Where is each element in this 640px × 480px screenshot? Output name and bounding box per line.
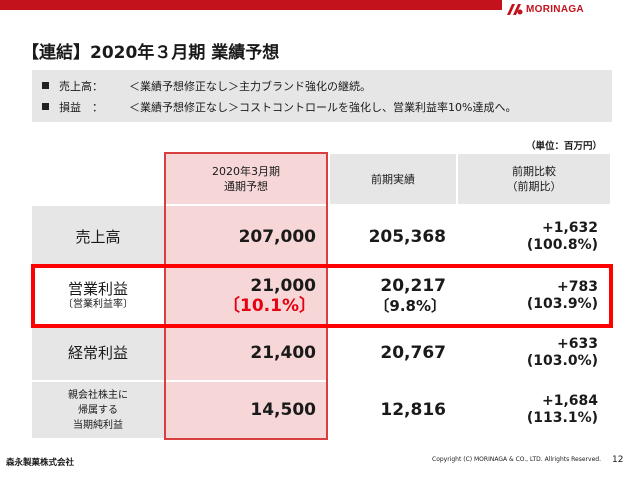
- label-line: 営業利益: [67, 280, 128, 298]
- ratio-value: (103.9%): [526, 296, 598, 312]
- diff-value: +1,632: [541, 220, 598, 236]
- header-forecast: 2020年3月期 通期予想: [166, 154, 326, 204]
- margin-value: 〔10.1%〕: [223, 296, 316, 316]
- value: 205,368: [368, 227, 446, 247]
- value: 21,000: [250, 276, 316, 296]
- summary-text: ＜業績予想修正なし＞主力ブランド強化の継続。: [129, 79, 371, 93]
- value: 14,500: [250, 400, 316, 420]
- summary-item-profit: 損益 ： ＜業績予想修正なし＞コストコントロールを強化し、営業利益率10%達成へ…: [42, 96, 612, 117]
- header-forecast-line2: 通期予想: [224, 180, 268, 193]
- value: 21,400: [250, 343, 316, 363]
- angel-mark-icon: [507, 3, 523, 15]
- morinaga-logo: MORINAGA: [507, 2, 637, 16]
- company-name: 森永製菓株式会社: [6, 458, 75, 468]
- value: 207,000: [238, 227, 316, 247]
- summary-label: 損益 ：: [59, 100, 103, 114]
- label-line: 当期純利益: [73, 419, 123, 431]
- diff-value: +783: [557, 279, 598, 295]
- prior-operating-profit: 20,217 〔9.8%〕: [330, 266, 456, 326]
- summary-item-sales: 売上高： ＜業績予想修正なし＞主力ブランド強化の継続。: [42, 75, 612, 96]
- copyright-notice: Copyright (C) MORINAGA & CO., LTD. Allri…: [432, 456, 601, 463]
- forecast-operating-profit: 21,000 〔10.1%〕: [166, 266, 326, 326]
- compare-ordinary-profit: +633 (103.0%): [458, 326, 610, 380]
- margin-value: 〔9.8%〕: [374, 297, 446, 315]
- forecast-column-outline: [164, 152, 328, 440]
- row-label-ordinary-profit: 経常利益: [32, 326, 164, 380]
- header-compare-line1: 前期比較: [512, 165, 556, 178]
- compare-sales: +1,632 (100.8%): [458, 206, 610, 268]
- row-divider: [32, 380, 610, 382]
- summary-box: 売上高： ＜業績予想修正なし＞主力ブランド強化の継続。 損益 ： ＜業績予想修正…: [32, 70, 612, 122]
- ratio-value: (113.1%): [526, 410, 598, 426]
- label-line: 経常利益: [67, 344, 128, 362]
- compare-operating-profit: +783 (103.9%): [458, 266, 610, 326]
- row-label-net-income: 親会社株主に 帰属する 当期純利益: [32, 382, 164, 438]
- top-red-bar: [0, 0, 502, 10]
- value: 20,217: [380, 276, 446, 296]
- brand-name: MORINAGA: [526, 3, 584, 15]
- row-label-sales: 売上高: [32, 206, 164, 268]
- diff-value: +633: [557, 336, 598, 352]
- forecast-net-income: 14,500: [166, 382, 326, 438]
- value: 20,767: [380, 343, 446, 363]
- ratio-value: (100.8%): [526, 237, 598, 253]
- prior-sales: 205,368: [330, 206, 456, 268]
- operating-profit-highlight-box: [31, 264, 613, 328]
- header-compare-line2: （前期比）: [506, 180, 562, 193]
- label-subline: 〔営業利益率〕: [63, 299, 133, 310]
- compare-net-income: +1,684 (113.1%): [458, 382, 610, 438]
- summary-label: 売上高：: [59, 79, 103, 93]
- header-prior: 前期実績: [330, 154, 456, 204]
- header-prior-label: 前期実績: [371, 172, 415, 186]
- prior-ordinary-profit: 20,767: [330, 326, 456, 380]
- unit-note: （単位：百万円）: [525, 141, 602, 152]
- label-line: 親会社株主に: [68, 389, 128, 401]
- page-title: 【連結】2020年３月期 業績予想: [22, 43, 280, 63]
- page-number: 12: [612, 455, 624, 465]
- forecast-sales: 207,000: [166, 206, 326, 268]
- prior-net-income: 12,816: [330, 382, 456, 438]
- square-bullet-icon: [42, 103, 49, 110]
- summary-text: ＜業績予想修正なし＞コストコントロールを強化し、営業利益率10%達成へ。: [129, 100, 517, 114]
- header-forecast-line1: 2020年3月期: [212, 165, 280, 178]
- label-line: 売上高: [75, 228, 121, 246]
- forecast-ordinary-profit: 21,400: [166, 326, 326, 380]
- value: 12,816: [380, 400, 446, 420]
- diff-value: +1,684: [541, 393, 598, 409]
- square-bullet-icon: [42, 82, 49, 89]
- label-line: 帰属する: [78, 404, 118, 416]
- ratio-value: (103.0%): [526, 353, 598, 369]
- header-compare: 前期比較 （前期比）: [458, 154, 610, 204]
- row-label-operating-profit: 営業利益 〔営業利益率〕: [32, 266, 164, 326]
